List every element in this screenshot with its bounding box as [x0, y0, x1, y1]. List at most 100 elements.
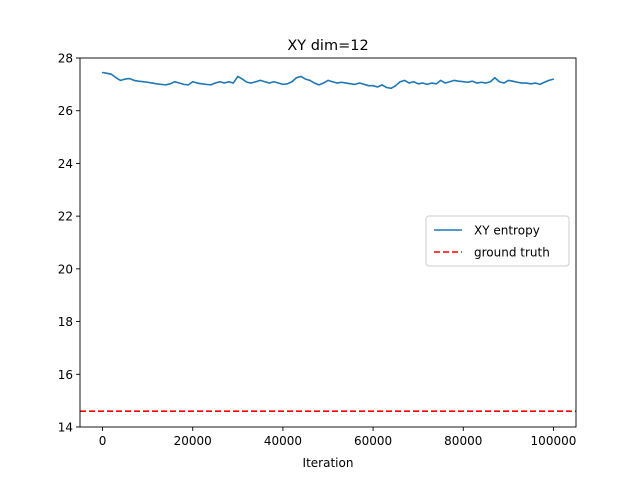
data-point — [106, 72, 108, 74]
data-point — [367, 85, 370, 87]
axes-frame — [79, 57, 577, 428]
x-tick-label: 60000 — [354, 434, 392, 448]
data-point — [286, 83, 289, 85]
data-point — [133, 79, 135, 81]
data-point — [237, 75, 239, 78]
y-tick-label: 18 — [58, 315, 73, 329]
data-point — [300, 75, 302, 78]
data-point — [160, 83, 162, 85]
data-point — [336, 82, 338, 84]
data-point — [110, 73, 113, 75]
data-point — [552, 78, 555, 80]
data-point — [156, 83, 158, 85]
data-point — [277, 82, 279, 84]
data-point — [214, 82, 216, 84]
data-point — [363, 83, 365, 85]
data-point — [453, 79, 455, 81]
data-point — [259, 79, 261, 81]
data-point — [377, 86, 379, 88]
data-point — [404, 79, 406, 81]
data-point — [413, 81, 415, 83]
data-point — [138, 80, 140, 82]
data-point — [530, 83, 532, 85]
data-point — [480, 81, 482, 83]
axes: 0 20000 40000 60000 80000 100000 14 16 18 20 22 24 2… — [58, 52, 577, 448]
x-tick-label: 100000 — [531, 434, 577, 448]
data-point — [318, 84, 320, 86]
data-point — [192, 81, 194, 83]
data-point — [331, 81, 334, 83]
y-tick-label: 14 — [58, 421, 73, 435]
data-point — [516, 81, 518, 83]
data-point — [142, 81, 144, 83]
x-tick-label: 40000 — [264, 434, 302, 448]
data-point — [435, 83, 437, 85]
data-point — [462, 81, 464, 83]
data-point — [525, 82, 528, 84]
legend: XY entropy ground truth — [425, 215, 570, 267]
data-point — [408, 82, 410, 84]
data-point — [232, 82, 234, 84]
data-point — [467, 81, 469, 83]
chart-title: XY dim=12 — [287, 38, 368, 54]
data-point — [489, 81, 491, 83]
x-tick-label: 80000 — [444, 434, 482, 448]
data-point — [183, 83, 185, 85]
data-point — [273, 81, 275, 83]
data-point — [174, 81, 176, 83]
x-axis-label: Iteration — [303, 456, 354, 470]
data-point — [313, 82, 316, 84]
y-tick-label: 26 — [58, 104, 73, 118]
legend-box — [425, 215, 570, 267]
data-point — [340, 81, 343, 83]
data-point — [395, 85, 397, 87]
data-point — [210, 84, 212, 86]
data-point — [390, 87, 392, 89]
data-point — [327, 79, 329, 81]
data-point — [458, 80, 460, 82]
data-point — [386, 86, 388, 89]
data-point — [178, 82, 180, 84]
data-point — [381, 84, 383, 86]
data-point — [282, 83, 284, 85]
x-tick-label: 20000 — [174, 434, 212, 448]
data-point — [498, 81, 500, 83]
data-point — [309, 79, 311, 81]
data-point — [345, 82, 347, 84]
data-point — [129, 77, 131, 80]
data-point — [422, 82, 424, 84]
data-point — [219, 81, 221, 83]
data-point — [264, 81, 266, 83]
data-point — [534, 82, 537, 84]
data-point — [354, 83, 356, 85]
data-point — [115, 77, 117, 79]
data-point — [349, 83, 352, 85]
data-point — [494, 77, 496, 79]
data-point — [187, 84, 189, 86]
data-point — [440, 79, 442, 81]
data-point — [372, 85, 374, 87]
data-point — [358, 82, 361, 84]
y-tick-label: 16 — [58, 368, 73, 382]
data-point — [223, 82, 225, 84]
data-point — [165, 84, 167, 86]
plot-area — [80, 71, 576, 412]
legend-label-xy-entropy: XY entropy — [474, 224, 540, 238]
data-point — [228, 81, 230, 83]
data-point — [101, 71, 104, 74]
data-point — [291, 81, 293, 83]
data-point — [119, 79, 122, 81]
data-point — [124, 78, 126, 80]
data-point — [304, 78, 307, 80]
x-tick-label: 0 — [99, 434, 107, 448]
data-point — [512, 80, 514, 82]
data-point — [322, 82, 325, 84]
data-point — [268, 82, 270, 84]
data-point — [431, 82, 433, 84]
data-point — [485, 82, 487, 84]
data-point — [476, 82, 478, 84]
data-point — [399, 81, 401, 83]
data-point — [444, 82, 446, 84]
data-point — [201, 83, 203, 85]
